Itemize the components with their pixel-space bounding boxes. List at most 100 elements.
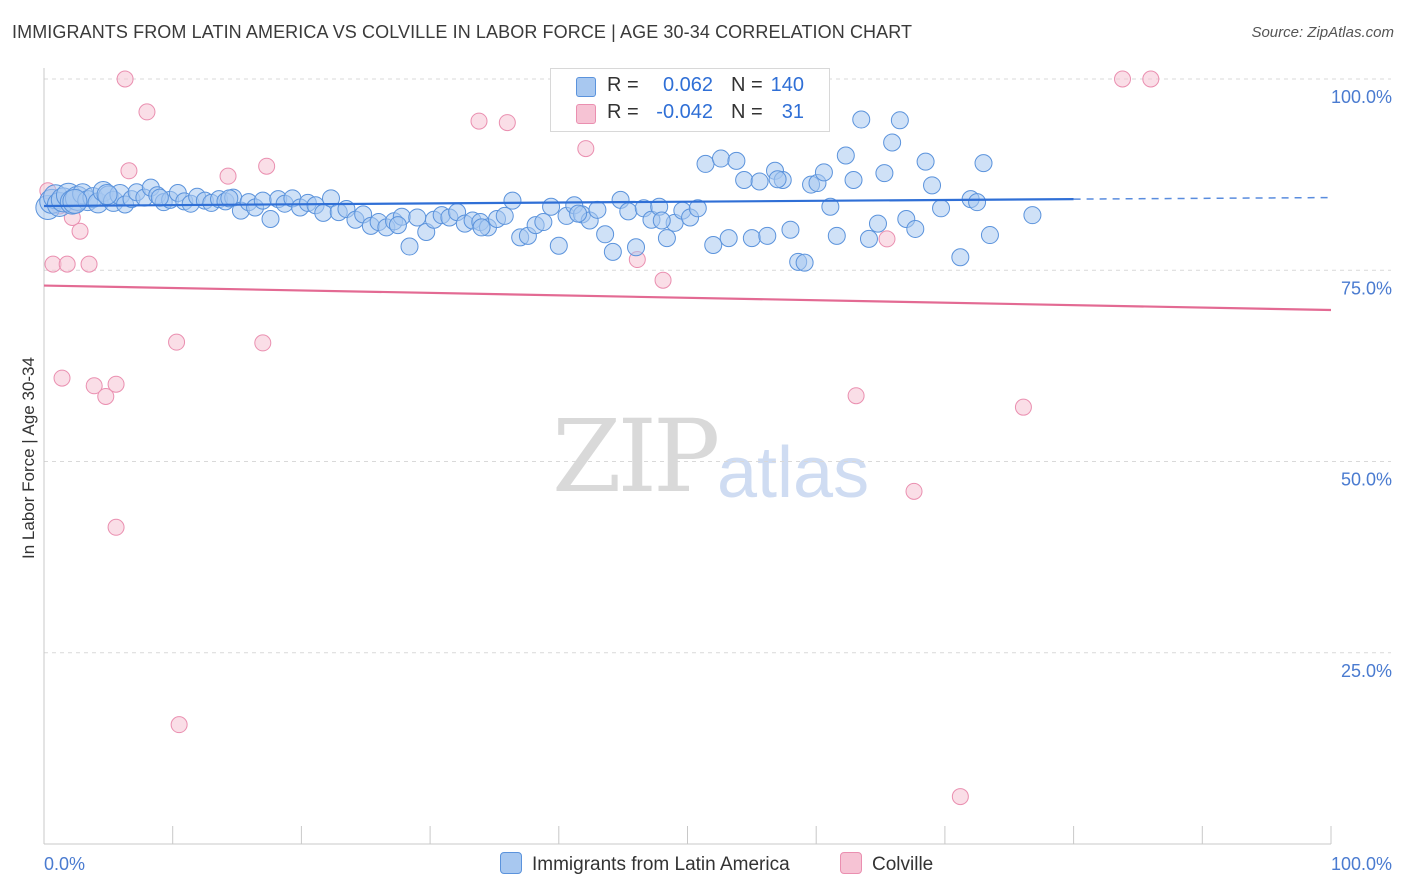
latin-america-point	[688, 199, 707, 218]
latin-america-point	[542, 197, 561, 216]
latin-america-point	[261, 209, 280, 228]
latin-america-point	[1023, 206, 1042, 225]
x-tick-label: 0.0%	[44, 854, 85, 874]
source-label: Source: ZipAtlas.com	[1251, 24, 1394, 41]
colville-point	[53, 369, 71, 387]
chart-title: IMMIGRANTS FROM LATIN AMERICA VS COLVILL…	[12, 22, 913, 42]
axes	[43, 68, 1331, 845]
latin-america-point	[696, 154, 715, 173]
colville-point	[1142, 70, 1160, 88]
latin-america-point	[844, 170, 863, 189]
latin-america-point	[596, 225, 615, 244]
legend-item-colville: Colville	[840, 852, 933, 876]
x-ticks	[43, 826, 1332, 844]
watermark-zip: ZIP	[552, 398, 720, 515]
legend-swatch-blue	[576, 77, 596, 97]
latin-america-point	[711, 149, 730, 168]
legend-swatch-blue	[500, 852, 522, 874]
latin-america-point	[150, 188, 169, 207]
legend-row-colville: R = -0.042 N = 31	[551, 101, 829, 127]
latin-america-point	[859, 229, 878, 248]
latin-america-point	[868, 214, 887, 233]
trend-line-latin-america-extension	[1073, 196, 1332, 200]
legend-label: Colville	[872, 854, 934, 875]
colville-point	[847, 387, 865, 405]
colville-point	[470, 112, 488, 130]
latin-america-point	[814, 163, 833, 182]
latin-america-point	[495, 206, 514, 225]
colville-point	[168, 333, 186, 351]
latin-america-point	[657, 229, 676, 248]
latin-america-point	[503, 191, 522, 210]
latin-america-point	[875, 164, 894, 183]
latin-america-point	[400, 237, 419, 256]
colville-point	[58, 255, 76, 273]
legend-label: Immigrants from Latin America	[532, 854, 790, 875]
latin-america-points	[35, 110, 1042, 272]
latin-america-point	[603, 242, 622, 261]
colville-point	[1114, 70, 1132, 88]
legend-swatch-pink	[576, 104, 596, 124]
latin-america-point	[951, 248, 970, 267]
latin-america-point	[923, 176, 942, 195]
latin-america-point	[220, 189, 239, 208]
colville-point	[80, 255, 98, 273]
y-tick-label: 75.0%	[1341, 278, 1392, 298]
legend-n-value: 140	[770, 74, 804, 96]
latin-america-point	[916, 152, 935, 171]
latin-america-point	[852, 110, 871, 129]
y-axis-title: In Labor Force | Age 30-34	[19, 357, 38, 559]
latin-america-point	[588, 200, 607, 219]
watermark-atlas: atlas	[717, 433, 870, 513]
latin-america-point	[719, 229, 738, 248]
stats-legend: R = 0.062 N = 140 R = -0.042 N = 31	[550, 68, 830, 132]
latin-america-point	[968, 193, 987, 212]
latin-america-point	[727, 151, 746, 170]
colville-point	[120, 162, 138, 180]
x-tick-labels: 0.0% 100.0%	[44, 854, 1392, 874]
latin-america-point	[472, 218, 491, 237]
latin-america-point	[322, 189, 341, 208]
colville-point	[44, 255, 62, 273]
colville-point	[258, 157, 276, 175]
latin-america-point	[253, 191, 272, 210]
legend-n-value: 31	[781, 101, 804, 123]
colville-points	[39, 70, 1160, 806]
latin-america-point	[735, 170, 754, 189]
latin-america-point	[704, 236, 723, 255]
trend-line-latin-america	[43, 198, 1074, 208]
latin-america-point	[96, 184, 118, 206]
colville-point	[85, 377, 103, 395]
latin-america-point	[549, 236, 568, 255]
trend-line-colville	[43, 284, 1332, 312]
legend-n-label: N =	[731, 101, 763, 123]
legend-r-label: R =	[607, 74, 639, 96]
y-tick-labels: 25.0% 50.0% 75.0% 100.0%	[1331, 87, 1392, 681]
latin-america-point	[388, 216, 407, 235]
colville-point	[878, 230, 896, 248]
colville-point	[219, 167, 237, 185]
colville-point	[170, 716, 188, 734]
latin-america-point	[827, 226, 846, 245]
colville-point	[71, 222, 89, 240]
latin-america-point	[768, 170, 787, 189]
colville-point	[905, 482, 923, 500]
latin-america-point	[980, 226, 999, 245]
legend-row-latin-america: R = 0.062 N = 140	[551, 74, 829, 100]
latin-america-point	[932, 199, 951, 218]
trend-lines	[43, 196, 1332, 312]
latin-america-point	[408, 208, 427, 227]
y-tick-label: 100.0%	[1331, 87, 1392, 107]
colville-point	[254, 334, 272, 352]
latin-america-point	[569, 204, 588, 223]
legend-r-value: 0.062	[662, 74, 713, 96]
latin-america-point	[974, 154, 993, 173]
colville-point	[138, 103, 156, 121]
latin-america-point	[750, 172, 769, 191]
latin-america-point	[627, 238, 646, 257]
colville-point	[577, 140, 595, 158]
colville-point	[107, 518, 125, 536]
latin-america-point	[906, 219, 925, 238]
latin-america-point	[836, 146, 855, 165]
